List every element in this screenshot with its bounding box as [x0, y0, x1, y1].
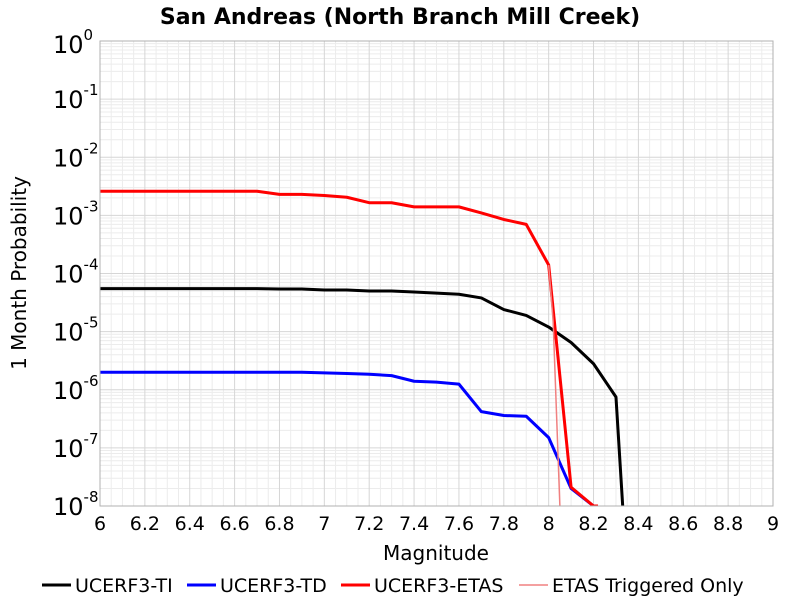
chart-title: San Andreas (North Branch Mill Creek)	[160, 5, 640, 30]
y-tick-exponent: -2	[84, 139, 99, 157]
x-tick-label: 8.4	[623, 513, 653, 535]
x-tick-label: 6.4	[175, 513, 205, 535]
series-layer	[100, 189, 625, 506]
y-axis-label: 1 Month Probability	[7, 176, 31, 370]
series-line-ucerf3-etas	[100, 189, 599, 506]
y-tick-base: 10	[53, 493, 84, 521]
y-tick-label: 10-4	[53, 256, 99, 289]
y-tick-base: 10	[53, 435, 84, 463]
x-tick-label: 7.6	[444, 513, 474, 535]
y-tick-label: 10-6	[53, 372, 99, 405]
x-tick-label: 8.8	[713, 513, 743, 535]
series-line-etas-triggered-only	[547, 264, 561, 506]
x-tick-label: 7.4	[399, 513, 429, 535]
x-axis-label: Magnitude	[383, 541, 489, 565]
y-tick-exponent: -6	[84, 372, 99, 390]
y-tick-base: 10	[53, 86, 84, 114]
x-tick-label: 7	[318, 513, 330, 535]
legend: UCERF3-TI UCERF3-TD UCERF3-ETAS ETAS Trigge…	[42, 575, 744, 597]
legend-label-ucerf3-ti: UCERF3-TI	[75, 575, 173, 597]
y-tick-label: 10-3	[53, 197, 99, 230]
y-tick-label: 10-1	[53, 81, 99, 114]
y-tick-base: 10	[53, 202, 84, 230]
x-tick-label: 6	[94, 513, 106, 535]
y-tick-exponent: -8	[84, 488, 99, 506]
y-tick-exponent: -3	[84, 197, 99, 215]
y-tick-label: 10-5	[53, 314, 99, 347]
y-tick-label: 10-7	[53, 430, 99, 463]
y-tick-label: 10-2	[53, 139, 99, 172]
x-axis-ticks: 6 6.2 6.4 6.6 6.8 7 7.2 7.4 7.6 7.8 8 8.2 8.4 8.6 8.8 9	[94, 513, 779, 535]
y-tick-base: 10	[53, 319, 84, 347]
plot-area	[99, 40, 774, 507]
y-tick-base: 10	[53, 377, 84, 405]
x-tick-label: 6.6	[219, 513, 249, 535]
x-tick-label: 8.6	[668, 513, 698, 535]
y-tick-exponent: -7	[84, 430, 99, 448]
y-tick-exponent: -1	[84, 81, 99, 99]
y-tick-label: 10-8	[53, 488, 99, 521]
x-tick-label: 7.2	[354, 513, 384, 535]
y-tick-exponent: 0	[84, 26, 94, 44]
y-tick-exponent: -5	[84, 314, 99, 332]
x-tick-label: 6.8	[264, 513, 294, 535]
x-tick-label: 9	[767, 513, 779, 535]
x-tick-label: 8.2	[578, 513, 608, 535]
y-tick-base: 10	[53, 144, 84, 172]
x-tick-label: 7.8	[489, 513, 519, 535]
series-line-ucerf3-td	[100, 370, 595, 506]
series-line-ucerf3-ti	[100, 287, 625, 506]
x-tick-label: 6.2	[130, 513, 160, 535]
y-tick-label: 100	[53, 26, 93, 59]
plot-border	[99, 40, 774, 507]
y-tick-exponent: -4	[84, 256, 99, 274]
y-tick-base: 10	[53, 261, 84, 289]
legend-label-ucerf3-etas: UCERF3-ETAS	[374, 575, 503, 597]
y-tick-base: 10	[53, 31, 84, 59]
x-tick-label: 8	[543, 513, 555, 535]
legend-label-etas-triggered-only: ETAS Triggered Only	[552, 575, 744, 597]
legend-label-ucerf3-td: UCERF3-TD	[220, 575, 327, 597]
